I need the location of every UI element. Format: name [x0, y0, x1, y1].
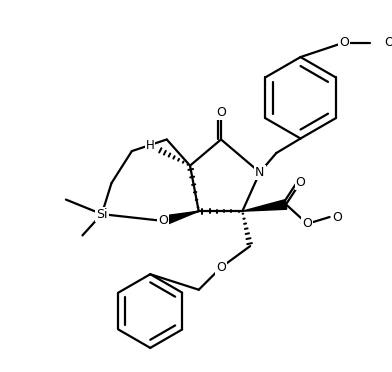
Text: O: O [302, 217, 312, 230]
Text: O: O [296, 176, 305, 189]
Text: O: O [216, 106, 226, 119]
Text: O: O [384, 36, 392, 49]
Polygon shape [162, 211, 199, 225]
Polygon shape [242, 200, 287, 211]
Text: N: N [255, 166, 265, 179]
Text: O: O [158, 214, 168, 227]
Text: H: H [146, 139, 154, 152]
Text: O: O [339, 36, 349, 49]
Text: O: O [332, 211, 342, 224]
Text: O: O [216, 261, 226, 274]
Text: Si: Si [96, 208, 107, 221]
